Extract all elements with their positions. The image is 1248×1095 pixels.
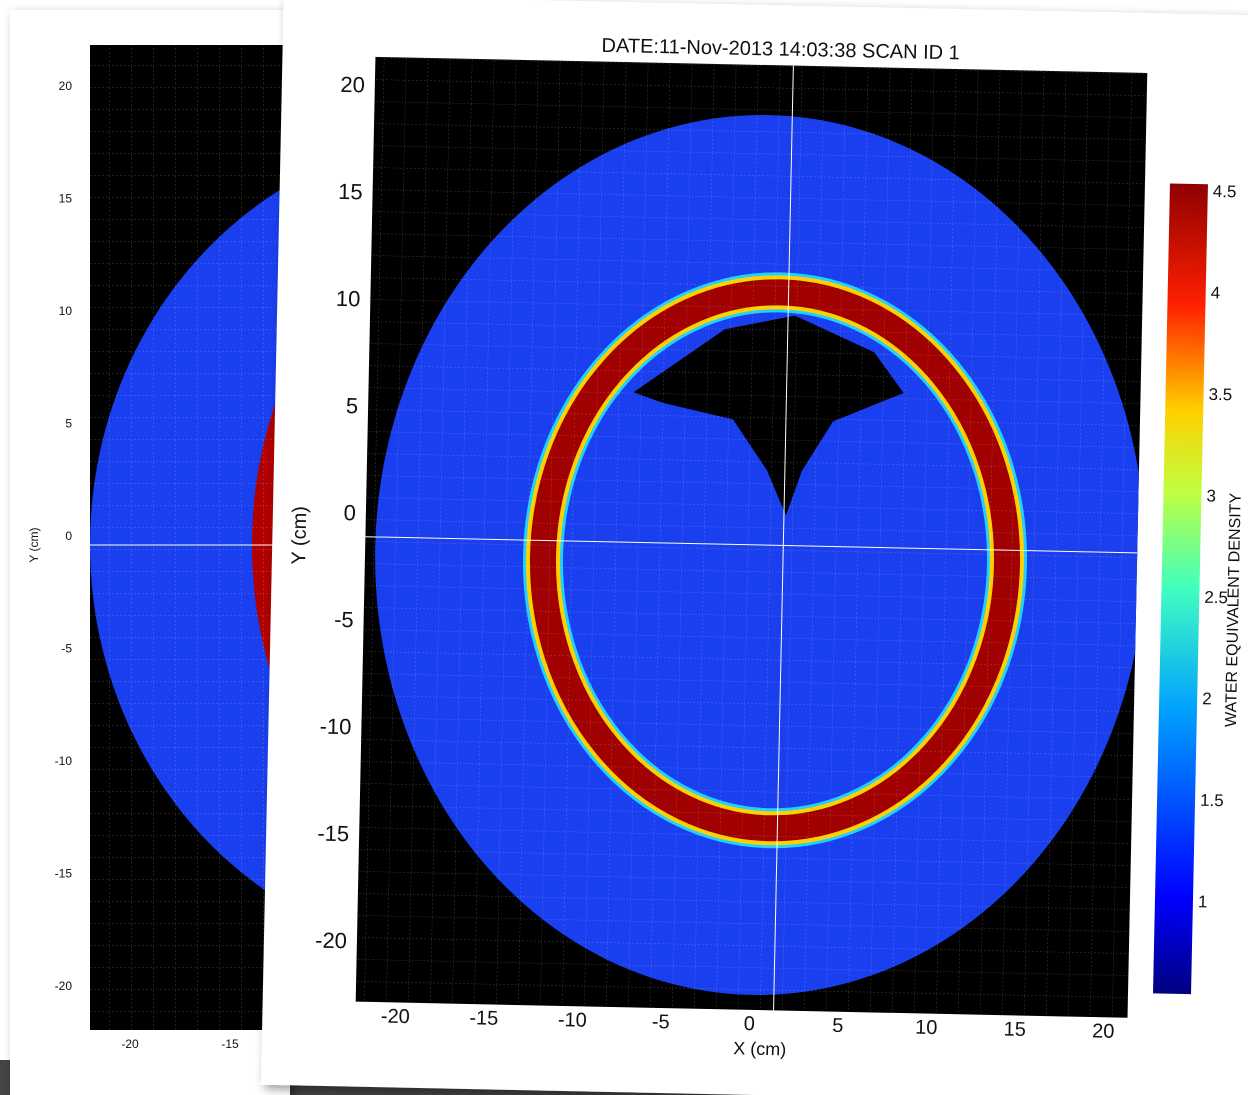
x-label: X (cm) — [733, 1038, 786, 1059]
y-tick-label: 20 — [59, 79, 73, 93]
y-tick-label: 15 — [338, 179, 363, 205]
y-tick-label: 20 — [340, 72, 365, 98]
y-tick-label: 5 — [346, 393, 359, 418]
y-tick-label: 10 — [59, 304, 73, 318]
colorbar-tick-label: 2 — [1202, 689, 1212, 708]
x-tick-label: 10 — [915, 1017, 938, 1039]
y-tick-label: 15 — [59, 192, 73, 206]
y-tick-label: -20 — [315, 928, 347, 954]
x-tick-label: 15 — [1003, 1018, 1026, 1040]
y-tick-label: 0 — [343, 500, 356, 525]
y-tick-label: -15 — [317, 821, 349, 847]
y-tick-label: -20 — [55, 979, 73, 993]
y-tick-label: 0 — [65, 529, 72, 543]
y-tick-label: 5 — [65, 417, 72, 431]
front-panel: DATE:11-Nov-2013 14:03:38 SCAN ID 1 X (c… — [261, 0, 1248, 1095]
y-tick-label: -10 — [55, 754, 73, 768]
colorbar-tick-label: 2.5 — [1204, 588, 1228, 607]
y-tick-label: -5 — [61, 642, 72, 656]
y-tick-label: -5 — [334, 607, 354, 632]
back-y-label: Y (cm) — [27, 527, 41, 562]
x-tick-label: -15 — [469, 1007, 498, 1030]
y-tick-label: -10 — [319, 714, 351, 740]
scene: Y (cm) 20151050-5-10-15-20-20-15 DATE:11… — [0, 0, 1248, 1095]
x-tick-label: -10 — [558, 1009, 587, 1032]
colorbar-tick-label: 4.5 — [1213, 182, 1237, 201]
y-label: Y (cm) — [288, 506, 311, 565]
colorbar-tick-label: 3 — [1206, 486, 1216, 505]
y-tick-label: 10 — [336, 286, 361, 312]
y-tick-label: -15 — [55, 867, 73, 881]
x-tick-label: 0 — [743, 1013, 755, 1035]
x-tick-label: -20 — [381, 1005, 410, 1028]
colorbar-tick-label: 1 — [1198, 892, 1208, 911]
colorbar-tick-label: 3.5 — [1208, 385, 1232, 404]
x-tick-label: -5 — [652, 1011, 670, 1033]
x-tick-label: 20 — [1092, 1020, 1115, 1042]
colorbar-tick-label: 4 — [1210, 283, 1220, 302]
x-tick-label: -20 — [121, 1037, 139, 1051]
x-tick-label: -15 — [221, 1037, 239, 1051]
colorbar-tick-label: 1.5 — [1200, 791, 1224, 810]
x-tick-label: 5 — [832, 1015, 844, 1037]
